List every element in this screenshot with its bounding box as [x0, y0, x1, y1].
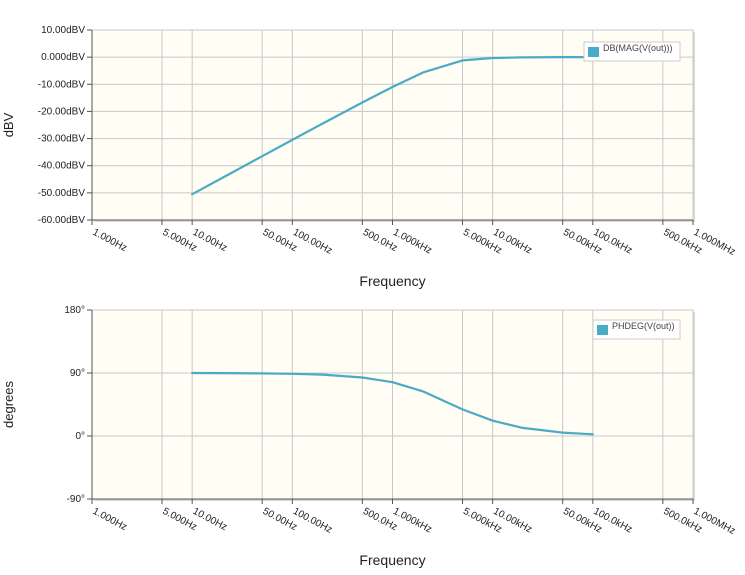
x-tick-label: 1.000kHz [391, 506, 433, 536]
y-tick-label: 10.00dBV [41, 25, 85, 36]
x-tick-label: 1.000Hz [91, 506, 129, 533]
data-point [391, 381, 394, 384]
x-axis-title: Frequency [359, 273, 425, 289]
y-axis-title: degrees [1, 381, 16, 428]
data-point [261, 372, 263, 375]
legend-label: PHDEG(V(out)) [612, 321, 675, 331]
data-point [391, 86, 394, 88]
data-point [191, 372, 193, 374]
data-point [191, 193, 193, 196]
data-point [522, 427, 524, 429]
data-point [461, 59, 464, 62]
x-tick-label: 100.00Hz [291, 227, 334, 257]
x-tick-label: 10.00Hz [191, 227, 229, 254]
legend-box [583, 41, 681, 62]
data-point [421, 71, 424, 74]
data-point [291, 372, 294, 375]
data-point [421, 390, 424, 393]
chart-panel-1: 10.00dBV 0.000dBV -10.00dBV -20.00dBV -30.00… [1, 25, 737, 289]
y-tick-label: -30.00dBV [38, 134, 86, 145]
y-axis-title: dBV [1, 112, 16, 137]
y-tick-label: -10.00dBV [38, 79, 86, 90]
y-tick-label: -40.00dBV [38, 161, 86, 172]
data-point [491, 419, 494, 422]
data-point [561, 431, 564, 434]
y-tick-label: 0.000dBV [41, 52, 85, 63]
data-point [321, 373, 324, 376]
x-axis-title: Frequency [359, 552, 425, 568]
y-tick-label: -60.00dBV [38, 215, 86, 226]
y-tick-label: -90° [67, 494, 85, 505]
data-point [221, 177, 224, 179]
x-tick-label: 10.00Hz [191, 506, 229, 533]
x-tick-label: 1.000kHz [391, 227, 433, 257]
data-point [221, 372, 224, 374]
data-point [361, 101, 364, 104]
data-point [461, 408, 464, 411]
data-point [261, 155, 263, 158]
data-point [592, 433, 594, 436]
y-tick-label: 90° [70, 368, 85, 379]
y-tick-label: 0° [75, 431, 85, 442]
y-tick-label: -50.00dBV [38, 188, 86, 199]
data-point [321, 122, 324, 125]
legend-swatch [588, 47, 599, 57]
legend-box [592, 319, 681, 340]
legend-label: DB(MAG(V(out))) [603, 43, 673, 53]
y-tick-label: 180° [64, 305, 85, 316]
data-point [522, 56, 524, 59]
data-point [291, 139, 294, 141]
data-point [361, 376, 364, 379]
data-point [561, 56, 564, 58]
data-point [491, 57, 494, 59]
x-tick-label: 100.00Hz [291, 506, 334, 536]
x-tick-label: 1.000Hz [91, 227, 129, 254]
y-tick-label: -20.00dBV [38, 106, 86, 117]
legend-swatch [597, 325, 608, 335]
